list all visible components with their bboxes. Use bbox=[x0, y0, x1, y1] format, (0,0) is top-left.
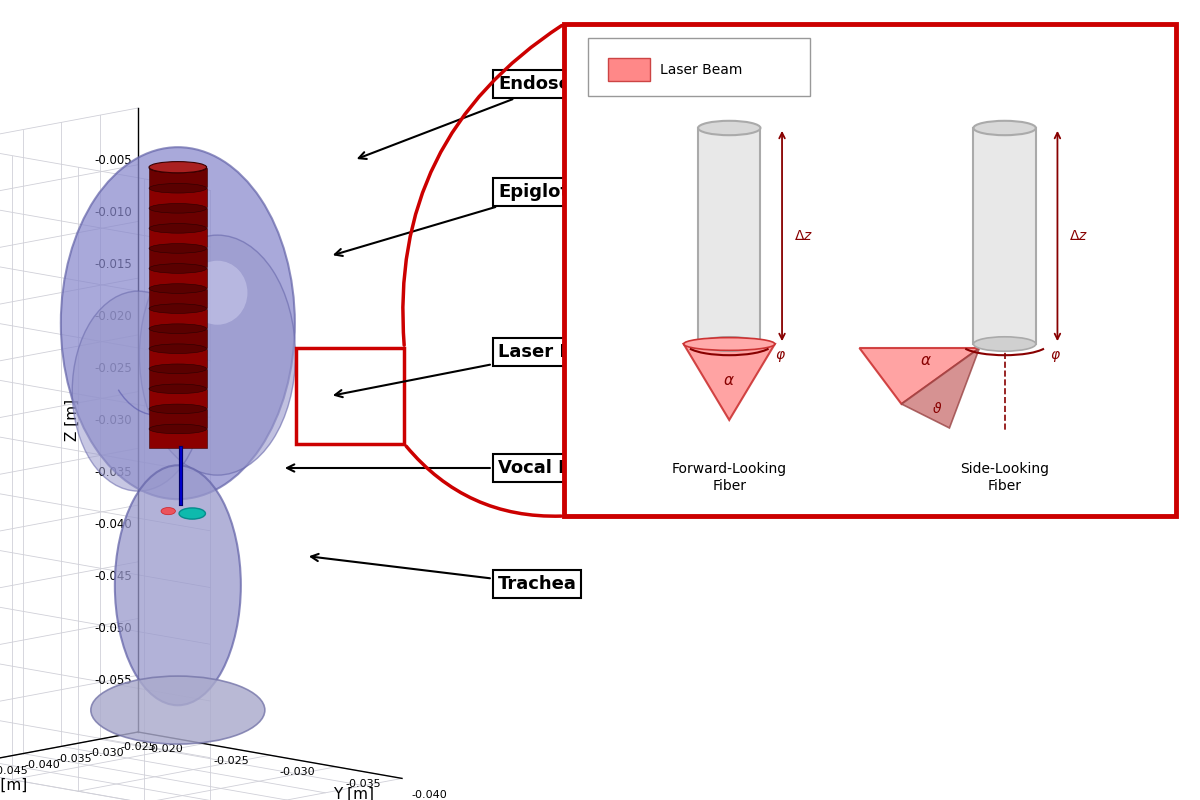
Bar bbox=[608, 58, 650, 81]
Ellipse shape bbox=[149, 284, 206, 294]
Ellipse shape bbox=[187, 261, 247, 325]
Text: Side-Looking
Fiber: Side-Looking Fiber bbox=[960, 462, 1049, 493]
Text: -0.015: -0.015 bbox=[95, 258, 132, 270]
Text: -0.040: -0.040 bbox=[24, 760, 60, 770]
Ellipse shape bbox=[684, 338, 775, 350]
Text: -0.035: -0.035 bbox=[346, 779, 382, 789]
Bar bbox=[149, 168, 206, 187]
Ellipse shape bbox=[973, 337, 1036, 351]
Ellipse shape bbox=[149, 364, 206, 374]
Bar bbox=[149, 329, 206, 348]
Text: X [m]: X [m] bbox=[0, 778, 28, 793]
Bar bbox=[149, 188, 206, 207]
Text: Y [m]: Y [m] bbox=[334, 787, 374, 800]
FancyBboxPatch shape bbox=[588, 38, 810, 96]
Text: Forward-Looking
Fiber: Forward-Looking Fiber bbox=[672, 462, 787, 493]
Ellipse shape bbox=[149, 384, 206, 394]
Bar bbox=[149, 208, 206, 227]
Text: -0.020: -0.020 bbox=[148, 744, 184, 754]
Text: $\varphi$: $\varphi$ bbox=[775, 349, 786, 364]
Ellipse shape bbox=[149, 424, 206, 434]
Text: $\vartheta$: $\vartheta$ bbox=[932, 401, 942, 415]
Bar bbox=[149, 409, 206, 428]
Text: Trachea: Trachea bbox=[311, 554, 577, 593]
Bar bbox=[149, 309, 206, 328]
Bar bbox=[149, 349, 206, 368]
Text: -0.030: -0.030 bbox=[88, 747, 124, 758]
Bar bbox=[149, 289, 206, 307]
Polygon shape bbox=[901, 348, 979, 428]
Ellipse shape bbox=[149, 264, 206, 274]
Text: -0.025: -0.025 bbox=[214, 755, 250, 766]
Ellipse shape bbox=[149, 344, 206, 354]
Text: $\alpha$: $\alpha$ bbox=[724, 373, 736, 387]
Ellipse shape bbox=[161, 507, 175, 514]
Ellipse shape bbox=[698, 337, 761, 351]
Text: Laser Beam: Laser Beam bbox=[660, 62, 743, 77]
Text: -0.045: -0.045 bbox=[95, 570, 132, 582]
Text: -0.020: -0.020 bbox=[95, 310, 132, 322]
Bar bbox=[564, 24, 1176, 516]
Ellipse shape bbox=[149, 404, 206, 414]
Bar bbox=[973, 128, 1036, 344]
Text: $\Delta z$: $\Delta z$ bbox=[794, 229, 814, 243]
Ellipse shape bbox=[698, 121, 761, 135]
Text: Epiglottis: Epiglottis bbox=[335, 183, 594, 256]
Ellipse shape bbox=[149, 162, 206, 173]
Text: -0.045: -0.045 bbox=[0, 766, 28, 776]
Text: -0.050: -0.050 bbox=[95, 622, 132, 634]
Text: -0.005: -0.005 bbox=[95, 154, 132, 166]
Bar bbox=[149, 228, 206, 247]
FancyArrowPatch shape bbox=[406, 446, 562, 516]
Bar bbox=[149, 369, 206, 388]
Text: Laser Fiber: Laser Fiber bbox=[335, 343, 612, 397]
Text: -0.010: -0.010 bbox=[95, 206, 132, 218]
Text: Vocal Folds: Vocal Folds bbox=[287, 459, 611, 477]
Text: Endoscope: Endoscope bbox=[359, 75, 607, 159]
Text: -0.025: -0.025 bbox=[95, 362, 132, 374]
Text: -0.040: -0.040 bbox=[412, 790, 448, 800]
Text: Z [m]: Z [m] bbox=[65, 399, 79, 441]
Ellipse shape bbox=[149, 304, 206, 314]
Polygon shape bbox=[684, 344, 775, 420]
Ellipse shape bbox=[149, 244, 206, 254]
Ellipse shape bbox=[149, 163, 206, 173]
Bar bbox=[149, 249, 206, 267]
Ellipse shape bbox=[115, 466, 241, 706]
Text: -0.040: -0.040 bbox=[95, 518, 132, 530]
FancyArrowPatch shape bbox=[403, 26, 562, 346]
Ellipse shape bbox=[139, 235, 295, 475]
Text: -0.055: -0.055 bbox=[95, 674, 132, 686]
Ellipse shape bbox=[149, 223, 206, 233]
Ellipse shape bbox=[72, 291, 204, 491]
Text: -0.035: -0.035 bbox=[56, 754, 92, 763]
Ellipse shape bbox=[91, 676, 265, 744]
Text: -0.025: -0.025 bbox=[120, 742, 156, 752]
Text: -0.030: -0.030 bbox=[95, 414, 132, 426]
Bar bbox=[149, 389, 206, 408]
Polygon shape bbox=[859, 348, 979, 404]
Ellipse shape bbox=[149, 324, 206, 334]
Text: $\alpha$: $\alpha$ bbox=[919, 353, 931, 367]
Ellipse shape bbox=[61, 147, 295, 499]
Ellipse shape bbox=[149, 203, 206, 213]
Ellipse shape bbox=[149, 183, 206, 193]
Bar bbox=[149, 269, 206, 287]
Text: $\Delta z$: $\Delta z$ bbox=[1069, 229, 1088, 243]
Text: -0.035: -0.035 bbox=[95, 466, 132, 478]
Text: $\varphi$: $\varphi$ bbox=[1050, 349, 1061, 364]
Bar bbox=[564, 24, 1176, 516]
Ellipse shape bbox=[179, 508, 205, 519]
Text: -0.030: -0.030 bbox=[280, 767, 316, 778]
Bar bbox=[698, 128, 761, 344]
Bar bbox=[296, 348, 404, 444]
Bar bbox=[149, 429, 206, 448]
Ellipse shape bbox=[973, 121, 1036, 135]
